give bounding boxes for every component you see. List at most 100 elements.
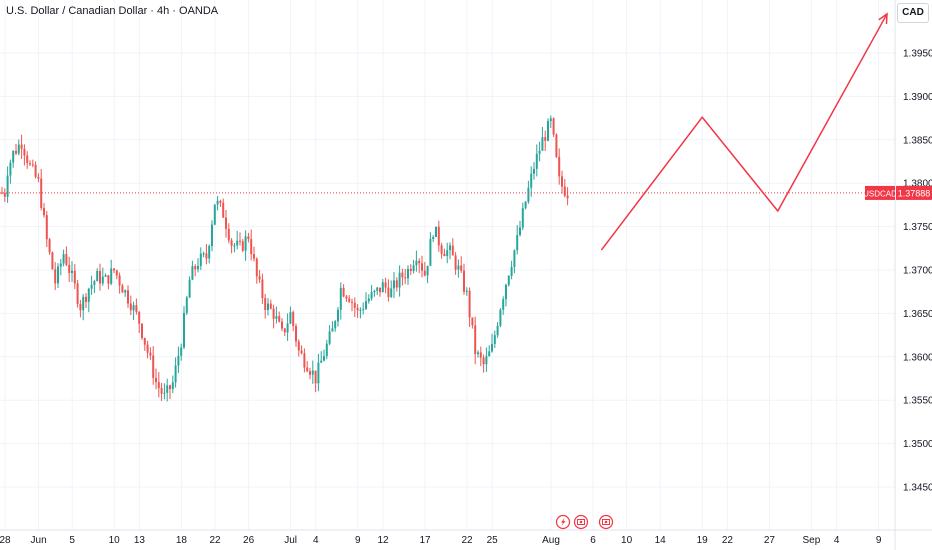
candle-down [283, 328, 286, 333]
x-tick-label: 26 [243, 535, 255, 546]
candle-down [26, 155, 29, 164]
candle-up [132, 305, 135, 311]
chart-title: U.S. Dollar / Canadian Dollar · 4h · OAN… [6, 5, 219, 17]
candle-up [376, 287, 379, 291]
candle-up [362, 308, 365, 310]
candle-down [353, 302, 356, 308]
x-tick-label: 22 [722, 535, 734, 546]
candle-up [519, 227, 521, 236]
candle-down [29, 163, 31, 165]
candle-down [423, 270, 426, 276]
candle-down [258, 276, 261, 280]
candle-down [250, 239, 253, 255]
x-tick-label: 25 [487, 535, 499, 546]
candle-down [65, 254, 68, 265]
candle-up [502, 299, 505, 310]
candle-up [499, 309, 502, 326]
candle-up [163, 392, 166, 394]
candle-down [85, 296, 87, 302]
candle-down [440, 245, 443, 254]
candle-down [23, 148, 26, 156]
candle-down [281, 321, 283, 329]
candle-down [239, 240, 241, 242]
candle-up [365, 301, 367, 309]
y-tick-label: 1.36000 [903, 352, 932, 363]
candle-up [390, 288, 393, 298]
candle-up [359, 309, 362, 311]
candle-down [48, 239, 51, 253]
candle-down [292, 312, 295, 327]
candle-up [71, 270, 73, 273]
x-tick-label: 4 [313, 535, 319, 546]
candle-up [513, 250, 516, 267]
candle-up [317, 362, 320, 384]
candle-down [194, 266, 197, 270]
candle-up [171, 382, 174, 390]
x-tick-label: 6 [590, 535, 596, 546]
candle-down [387, 287, 390, 298]
candle-down [73, 270, 76, 284]
candle-down [40, 178, 43, 209]
candle-up [496, 325, 499, 336]
candle-up [166, 385, 169, 393]
candle-up [398, 272, 401, 288]
candle-down [544, 137, 547, 141]
candle-down [37, 176, 40, 179]
candle-up [311, 370, 314, 375]
candle-down [558, 156, 561, 177]
candle-down [31, 164, 34, 166]
candle-up [493, 335, 496, 345]
candle-down [348, 298, 351, 302]
candle-up [233, 245, 236, 247]
candle-up [286, 323, 289, 333]
candle-up [432, 236, 435, 240]
candle-up [328, 331, 331, 344]
candle-up [446, 250, 449, 257]
candle-up [465, 290, 468, 292]
candle-down [43, 208, 45, 216]
candle-up [6, 175, 9, 197]
candle-up [213, 204, 216, 225]
symbol-label: USDCAD [863, 189, 897, 198]
candle-down [99, 271, 101, 284]
candle-down [479, 352, 482, 358]
projection-line[interactable] [600, 13, 888, 251]
x-tick-label: 5 [69, 535, 75, 546]
candle-down [155, 377, 157, 383]
candle-down [118, 275, 121, 286]
candle-down [379, 287, 381, 293]
candle-down [269, 303, 272, 309]
candle-down [482, 357, 485, 365]
candle-down [45, 215, 48, 240]
candle-up [104, 275, 107, 277]
candle-up [87, 288, 90, 302]
candle-up [236, 240, 239, 246]
candle-up [426, 265, 429, 276]
candle-up [101, 276, 104, 284]
candle-up [535, 153, 538, 169]
y-tick-label: 1.36500 [903, 309, 932, 320]
candle-up [393, 280, 395, 289]
x-tick-label: 12 [377, 535, 389, 546]
candle-up [527, 187, 530, 202]
candle-down [222, 202, 225, 218]
candle-down [314, 370, 317, 384]
x-tick-label: Jul [284, 535, 297, 546]
candle-up [485, 356, 488, 365]
projection-arrowhead [878, 12, 888, 24]
candle-down [443, 253, 446, 257]
y-tick-label: 1.39500 [903, 49, 932, 60]
x-tick-label: 4 [834, 535, 840, 546]
candle-down [555, 134, 558, 157]
flag-dot [579, 520, 583, 524]
candle-down [54, 269, 57, 284]
candle-down [351, 301, 353, 303]
candle-up [93, 281, 96, 285]
candle-down [34, 164, 37, 177]
currency-button[interactable]: CAD [897, 3, 929, 23]
x-tick-label: 22 [209, 535, 221, 546]
candle-down [384, 282, 387, 288]
candle-down [474, 325, 477, 355]
